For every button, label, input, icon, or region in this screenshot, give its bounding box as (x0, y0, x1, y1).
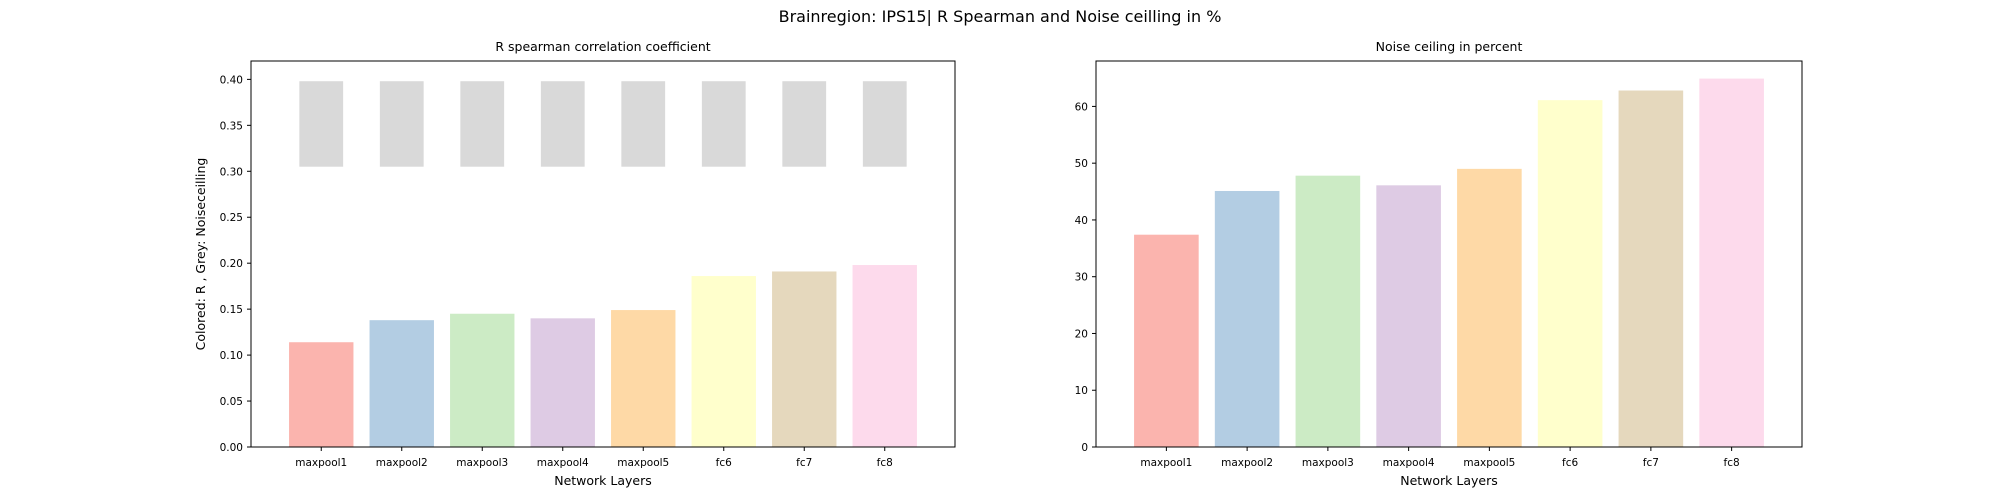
r-xtick-label-maxpool5: maxpool5 (617, 457, 669, 469)
r-xtick-label-maxpool4: maxpool4 (537, 457, 589, 469)
panel-r-spearman-marks: maxpool1 maxpool2 maxpool3 maxpool4 maxpool5… (220, 74, 917, 469)
nc-bar-fc8 (1699, 78, 1764, 448)
r-ytick-label-0.40: 0.40 (220, 74, 243, 86)
noise-ceiling-range-fc6 (701, 81, 746, 167)
panel-noise-ceiling: Noise ceiling in percent Network Layers … (1075, 39, 1803, 488)
nc-ytick-label-40: 40 (1075, 215, 1088, 227)
nc-xtick-label-maxpool3: maxpool3 (1302, 457, 1354, 469)
r-bar-maxpool5 (611, 310, 676, 447)
r-xtick-label-fc7: fc7 (796, 457, 812, 469)
r-ytick-label-0.30: 0.30 (220, 166, 243, 178)
r-xtick-label-maxpool2: maxpool2 (376, 457, 428, 469)
nc-xtick-label-fc6: fc6 (1562, 457, 1578, 469)
nc-bar-maxpool1 (1134, 234, 1199, 447)
panel-r-spearman-xlabel: Network Layers (554, 473, 652, 488)
r-ytick-label-0.35: 0.35 (220, 120, 243, 132)
nc-xtick-label-fc8: fc8 (1724, 457, 1740, 469)
r-bar-fc6 (691, 276, 756, 447)
panel-noise-ceiling-frame (1095, 60, 1803, 448)
panel-noise-ceiling-marks: maxpool1 maxpool2 maxpool3 maxpool4 maxpool5… (1075, 78, 1764, 469)
nc-ytick-label-20: 20 (1075, 328, 1088, 340)
nc-bar-fc7 (1618, 90, 1684, 448)
r-ytick-label-0.25: 0.25 (220, 212, 243, 224)
r-ytick-label-0.05: 0.05 (220, 396, 243, 408)
noise-ceiling-range-maxpool2 (379, 81, 424, 167)
panel-r-spearman: R spearman correlation coefficient Netwo… (193, 39, 956, 488)
r-bar-maxpool2 (369, 320, 434, 447)
r-xtick-label-maxpool3: maxpool3 (456, 457, 508, 469)
noise-ceiling-range-maxpool1 (299, 81, 344, 167)
r-ytick-label-0.20: 0.20 (220, 258, 243, 270)
nc-xtick-label-maxpool5: maxpool5 (1463, 457, 1515, 469)
nc-bar-maxpool4 (1376, 185, 1441, 448)
panel-noise-ceiling-xlabel: Network Layers (1400, 473, 1498, 488)
r-xtick-label-fc6: fc6 (716, 457, 732, 469)
noise-ceiling-range-maxpool4 (540, 81, 585, 167)
nc-xtick-label-maxpool4: maxpool4 (1383, 457, 1435, 469)
nc-xtick-label-fc7: fc7 (1643, 457, 1659, 469)
nc-xtick-label-maxpool2: maxpool2 (1221, 457, 1273, 469)
r-bar-fc8 (852, 265, 917, 447)
noise-ceiling-range-fc8 (862, 81, 907, 167)
nc-ytick-label-60: 60 (1075, 101, 1088, 113)
r-bar-maxpool4 (530, 318, 595, 447)
r-ytick-label-0.10: 0.10 (220, 350, 243, 362)
nc-ytick-label-0: 0 (1081, 442, 1088, 454)
nc-bar-fc6 (1537, 100, 1603, 447)
r-xtick-label-maxpool1: maxpool1 (295, 457, 347, 469)
figure-suptitle: Brainregion: IPS15| R Spearman and Noise… (779, 7, 1222, 26)
panel-r-spearman-ylabel: Colored: R , Grey: Noiseceilling (193, 158, 208, 351)
nc-ytick-label-10: 10 (1075, 385, 1088, 397)
r-bar-fc7 (772, 271, 837, 447)
r-xtick-label-fc8: fc8 (877, 457, 893, 469)
r-bar-maxpool1 (289, 342, 354, 447)
panel-r-spearman-frame (250, 60, 956, 448)
nc-xtick-label-maxpool1: maxpool1 (1140, 457, 1192, 469)
noise-ceiling-range-maxpool3 (460, 81, 505, 167)
noise-ceiling-range-maxpool5 (621, 81, 666, 167)
nc-bar-maxpool5 (1457, 168, 1522, 447)
nc-bar-maxpool2 (1214, 190, 1280, 447)
r-ytick-label-0.15: 0.15 (220, 304, 243, 316)
panel-r-spearman-title: R spearman correlation coefficient (495, 39, 710, 54)
r-bar-maxpool3 (450, 313, 515, 447)
nc-ytick-label-50: 50 (1075, 158, 1088, 170)
nc-ytick-label-30: 30 (1075, 272, 1088, 284)
panel-noise-ceiling-title: Noise ceiling in percent (1376, 39, 1523, 54)
noise-ceiling-range-fc7 (782, 81, 827, 167)
nc-bar-maxpool3 (1295, 175, 1361, 447)
r-ytick-label-0.00: 0.00 (220, 442, 243, 454)
